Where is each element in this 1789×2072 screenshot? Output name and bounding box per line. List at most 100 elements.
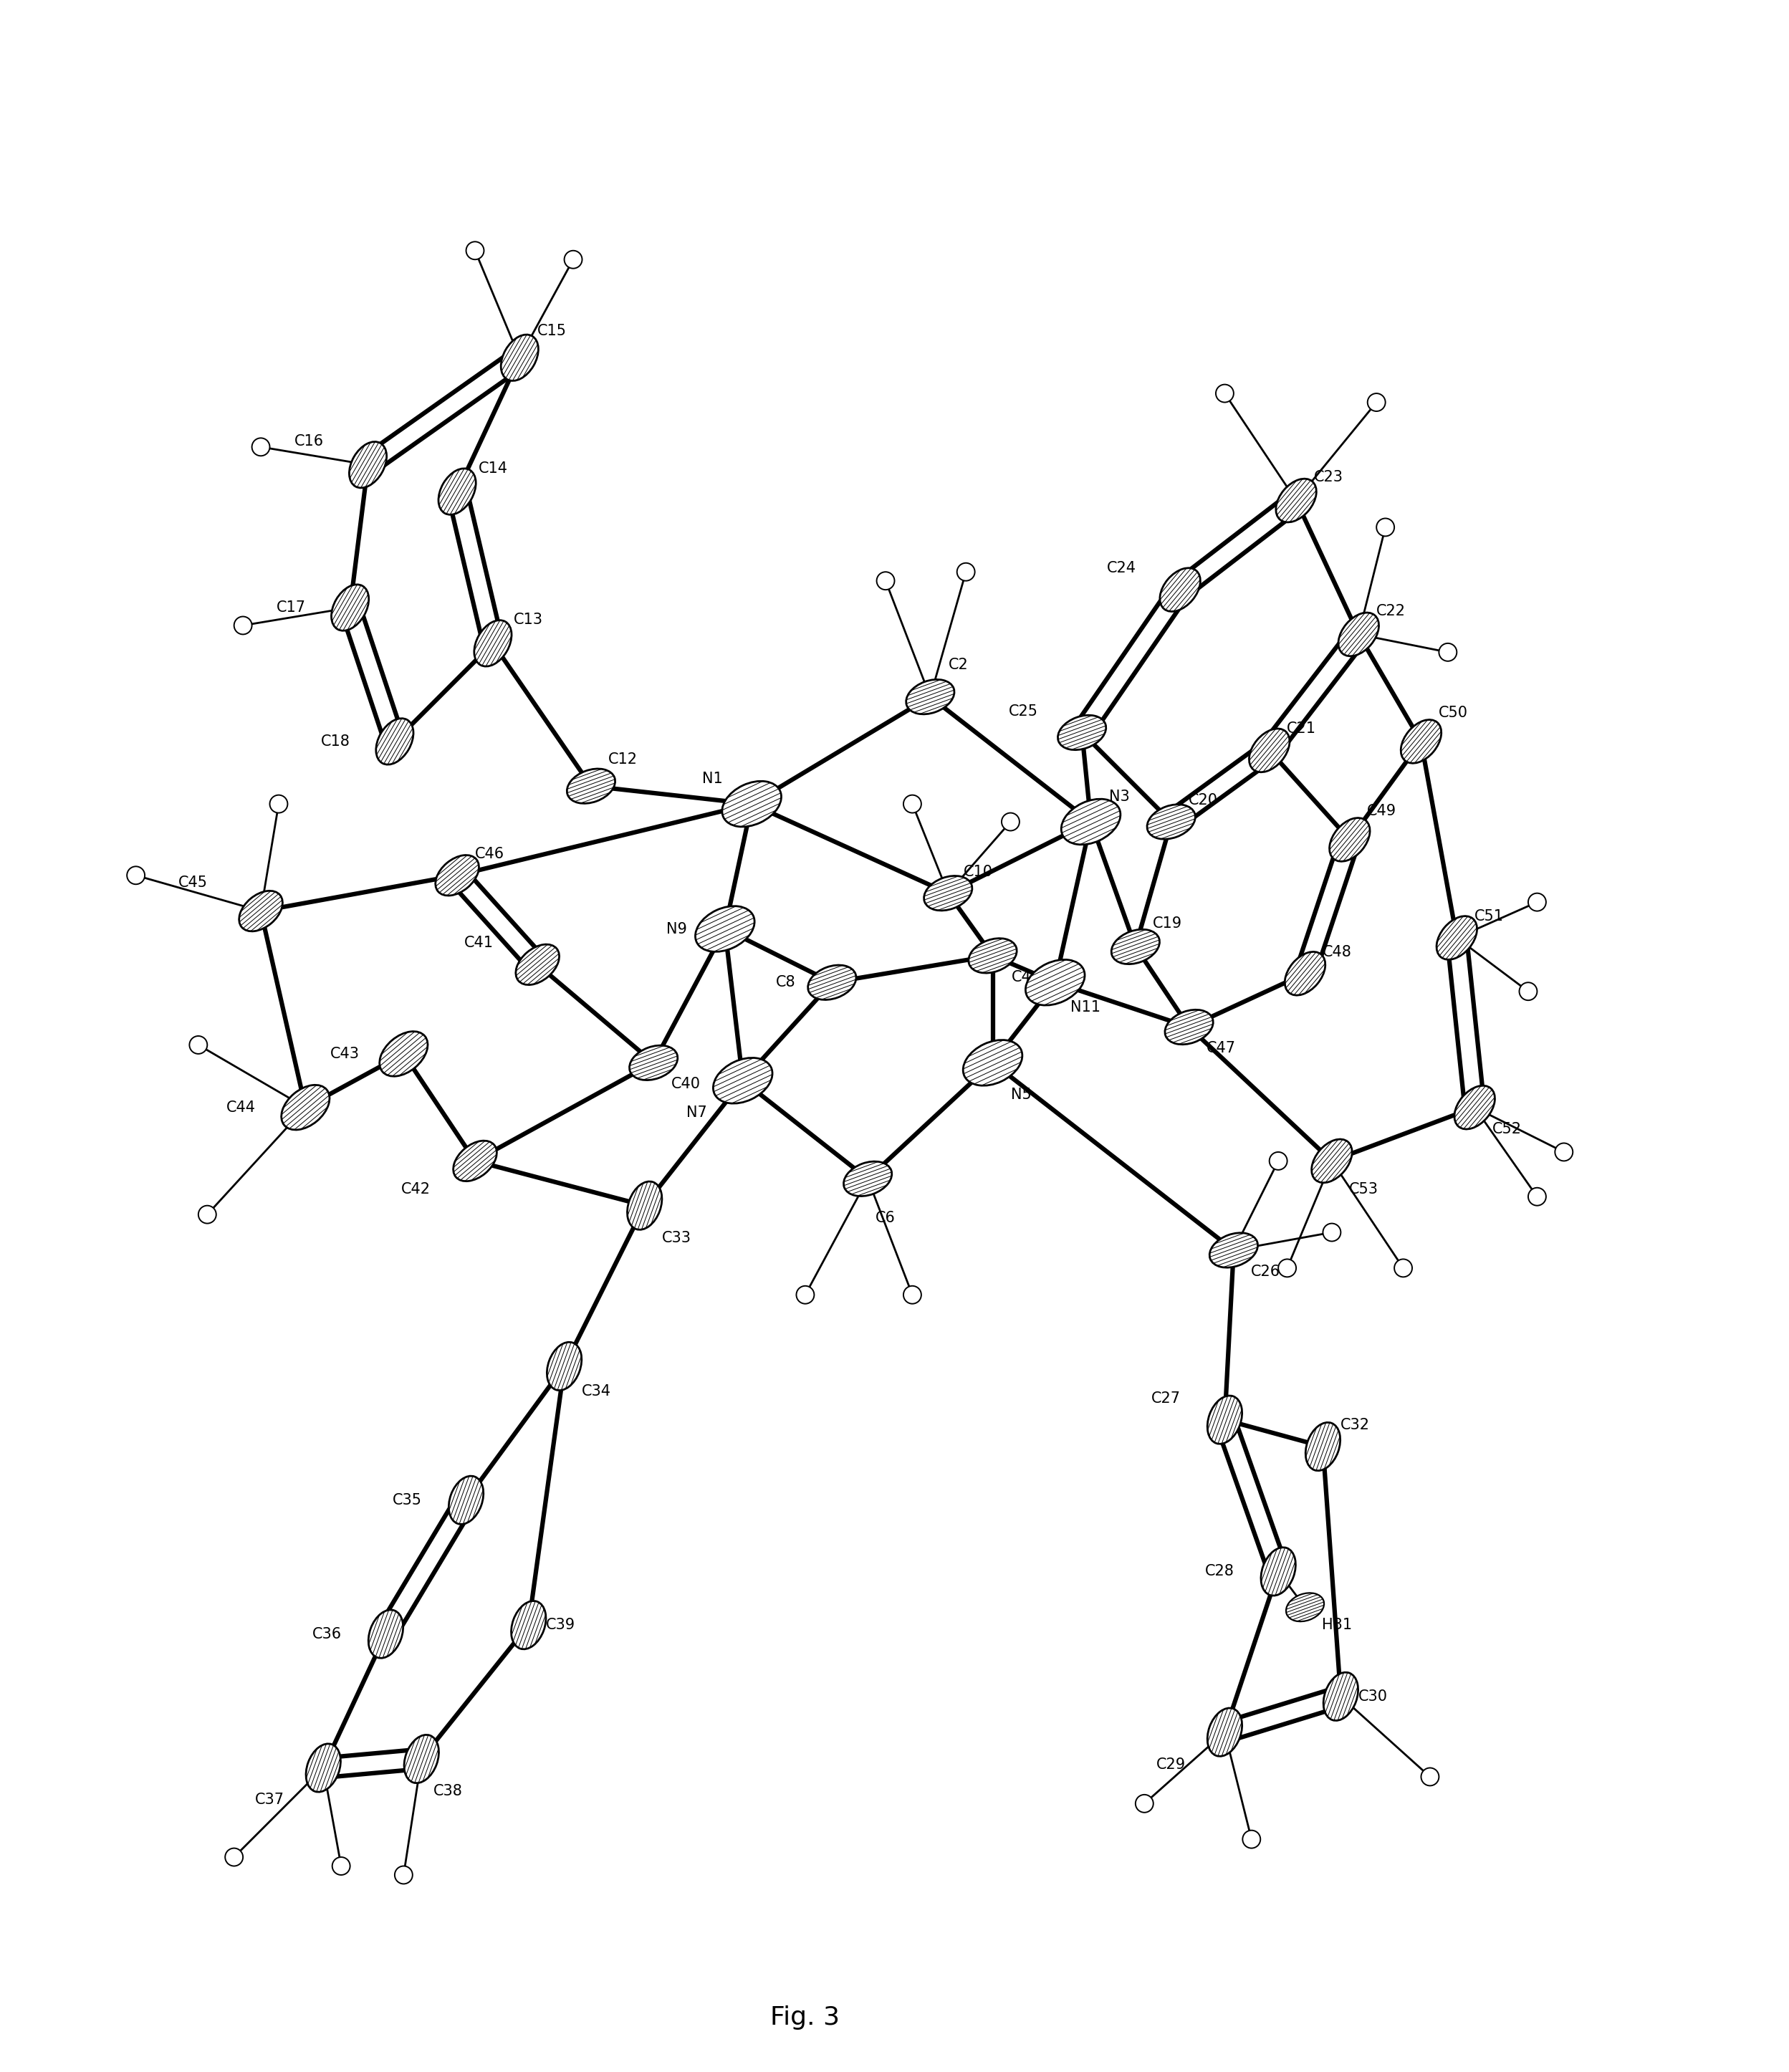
Ellipse shape xyxy=(628,1181,662,1229)
Text: C41: C41 xyxy=(463,937,494,951)
Text: C20: C20 xyxy=(1188,794,1218,808)
Ellipse shape xyxy=(349,441,386,487)
Ellipse shape xyxy=(512,1602,546,1649)
Ellipse shape xyxy=(453,1142,497,1181)
Text: C12: C12 xyxy=(608,752,639,767)
Circle shape xyxy=(1367,394,1385,410)
Circle shape xyxy=(199,1206,216,1222)
Text: C44: C44 xyxy=(227,1100,256,1115)
Text: C32: C32 xyxy=(1340,1417,1370,1432)
Text: C15: C15 xyxy=(537,323,567,338)
Ellipse shape xyxy=(567,769,615,804)
Text: N3: N3 xyxy=(1109,789,1129,804)
Text: C39: C39 xyxy=(546,1618,576,1633)
Ellipse shape xyxy=(1208,1397,1242,1444)
Ellipse shape xyxy=(474,620,512,667)
Circle shape xyxy=(1528,893,1546,912)
Ellipse shape xyxy=(723,781,782,827)
Ellipse shape xyxy=(449,1475,483,1525)
Ellipse shape xyxy=(1311,1140,1352,1183)
Text: C38: C38 xyxy=(433,1784,463,1798)
Ellipse shape xyxy=(1209,1233,1258,1268)
Ellipse shape xyxy=(1285,951,1326,995)
Text: C21: C21 xyxy=(1286,721,1317,736)
Text: C43: C43 xyxy=(329,1046,360,1061)
Text: C28: C28 xyxy=(1204,1564,1234,1579)
Text: C51: C51 xyxy=(1474,910,1503,924)
Circle shape xyxy=(1555,1144,1573,1160)
Circle shape xyxy=(252,437,270,456)
Circle shape xyxy=(903,1287,921,1303)
Ellipse shape xyxy=(968,939,1016,974)
Text: Fig. 3: Fig. 3 xyxy=(771,2006,841,2031)
Text: N7: N7 xyxy=(685,1106,707,1121)
Circle shape xyxy=(467,242,485,259)
Text: C47: C47 xyxy=(1206,1042,1236,1055)
Circle shape xyxy=(1438,642,1456,661)
Circle shape xyxy=(796,1287,814,1303)
Text: C25: C25 xyxy=(1009,704,1038,719)
Circle shape xyxy=(957,564,975,580)
Circle shape xyxy=(1528,1187,1546,1206)
Ellipse shape xyxy=(1208,1707,1242,1757)
Circle shape xyxy=(1420,1767,1438,1786)
Circle shape xyxy=(877,572,894,591)
Ellipse shape xyxy=(501,334,538,381)
Text: C24: C24 xyxy=(1107,562,1136,576)
Ellipse shape xyxy=(331,584,369,630)
Circle shape xyxy=(1270,1152,1288,1171)
Text: C19: C19 xyxy=(1152,916,1183,930)
Text: N9: N9 xyxy=(666,922,687,937)
Ellipse shape xyxy=(404,1734,438,1784)
Ellipse shape xyxy=(1111,930,1159,963)
Text: C13: C13 xyxy=(513,613,544,628)
Ellipse shape xyxy=(1165,1009,1213,1044)
Ellipse shape xyxy=(1249,729,1290,773)
Ellipse shape xyxy=(1437,916,1478,959)
Text: C6: C6 xyxy=(875,1210,896,1225)
Text: C29: C29 xyxy=(1156,1757,1186,1772)
Ellipse shape xyxy=(714,1059,773,1104)
Text: C42: C42 xyxy=(401,1183,431,1198)
Circle shape xyxy=(1002,812,1020,831)
Circle shape xyxy=(1519,982,1537,1001)
Text: C27: C27 xyxy=(1150,1390,1181,1405)
Ellipse shape xyxy=(306,1745,340,1792)
Circle shape xyxy=(190,1036,208,1055)
Ellipse shape xyxy=(1061,800,1120,845)
Text: C50: C50 xyxy=(1438,707,1469,721)
Text: C23: C23 xyxy=(1313,470,1344,485)
Text: C36: C36 xyxy=(311,1627,342,1641)
Ellipse shape xyxy=(438,468,476,514)
Ellipse shape xyxy=(1329,818,1370,862)
Ellipse shape xyxy=(1276,479,1317,522)
Ellipse shape xyxy=(547,1343,581,1390)
Ellipse shape xyxy=(696,905,755,951)
Ellipse shape xyxy=(905,680,954,715)
Ellipse shape xyxy=(435,856,479,895)
Circle shape xyxy=(564,251,581,269)
Text: C26: C26 xyxy=(1251,1264,1281,1278)
Text: C30: C30 xyxy=(1358,1689,1388,1703)
Text: C53: C53 xyxy=(1349,1183,1379,1198)
Text: C14: C14 xyxy=(478,462,508,477)
Text: C40: C40 xyxy=(671,1077,699,1092)
Ellipse shape xyxy=(369,1610,403,1658)
Text: C22: C22 xyxy=(1376,605,1406,617)
Circle shape xyxy=(225,1848,243,1867)
Text: C2: C2 xyxy=(948,657,968,671)
Circle shape xyxy=(1322,1222,1340,1241)
Text: C48: C48 xyxy=(1322,945,1352,959)
Text: C33: C33 xyxy=(662,1231,691,1245)
Text: C45: C45 xyxy=(179,874,208,889)
Ellipse shape xyxy=(1057,715,1106,750)
Text: C34: C34 xyxy=(581,1384,612,1399)
Text: C17: C17 xyxy=(277,601,306,615)
Circle shape xyxy=(1376,518,1394,537)
Ellipse shape xyxy=(281,1086,329,1129)
Circle shape xyxy=(1217,385,1234,402)
Ellipse shape xyxy=(1025,959,1084,1005)
Text: H31: H31 xyxy=(1322,1618,1352,1633)
Ellipse shape xyxy=(515,945,560,984)
Text: C46: C46 xyxy=(474,847,504,862)
